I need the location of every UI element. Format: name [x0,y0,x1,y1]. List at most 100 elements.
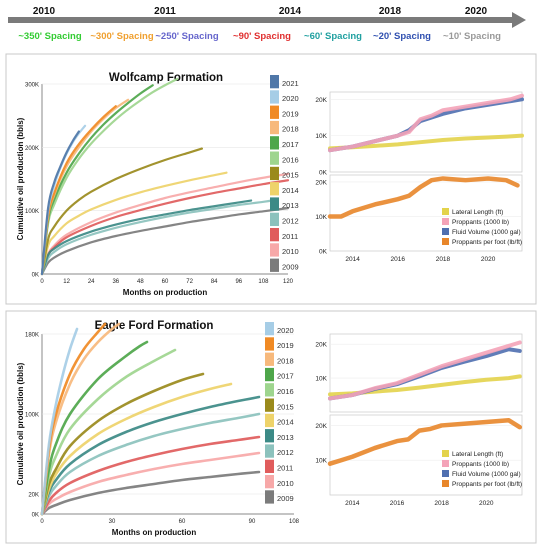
x-tick-label: 2020 [481,256,496,263]
x-tick-label: 90 [249,519,256,525]
x-tick-label: 60 [162,279,169,285]
timeline-arrow-shaft [8,17,514,23]
y-tick-label: 10K [315,376,327,383]
x-tick-label: 12 [63,279,70,285]
legend-label: 2019 [277,341,294,350]
spacing-label: ~250' Spacing [155,31,218,42]
x-tick-label: 36 [112,279,119,285]
y-tick-label: 20K [315,97,327,104]
x-tick-label: 2018 [436,256,451,263]
legend-swatch-2018 [270,120,279,135]
legend-label: 2017 [282,140,299,149]
legend-label: 2012 [282,217,299,226]
legend-label: 2021 [282,79,299,88]
y-tick-label: 10K [315,458,327,465]
chart-title: Eagle Ford Formation [95,320,214,332]
series-line-2017 [40,84,154,276]
legend-swatch-2016 [265,383,274,397]
legend-label: Lateral Length (ft) [452,451,503,458]
series-line-2009 [40,470,261,516]
legend-swatch [442,480,449,487]
legend-swatch [442,470,449,477]
legend-swatch-2020 [270,90,279,104]
wolfcamp-trend-chart: 0K 10K 20K 0K 10K 20K 2014 2016 2018 2020 Lateral … [315,91,524,263]
spacing-label: ~350' Spacing [18,31,81,42]
legend-label: Proppants per foot (lb/ft) [452,481,522,488]
legend-swatch-2014 [270,182,279,196]
legend-label: 2018 [277,356,294,365]
legend-swatch-2012 [265,444,274,458]
legend-label: 2014 [277,418,294,427]
spacing-label: ~90' Spacing [233,31,291,42]
legend-label: Fluid Volume (1000 gal) [452,471,521,478]
series-line-2013 [40,199,253,276]
x-axis-label: Months on production [123,288,208,297]
y-tick-label: 0K [319,249,328,256]
timeline-year: 2020 [465,6,488,17]
series-line-2016 [40,77,179,276]
x-tick-label: 0 [40,279,44,285]
eagleford-trend-chart: 10K 20K 10K 20K 2014 2016 2018 2020 Lateral Leng… [315,333,523,507]
y-tick-label: 0K [319,170,328,177]
legend-swatch [442,450,449,457]
legend-label: 2012 [277,448,294,457]
x-tick-label: 108 [258,279,269,285]
y-tick-label: 200K [25,146,39,152]
legend-swatch [442,218,449,225]
y-tick-label: 20K [28,493,39,499]
legend-swatch-2019 [265,337,274,351]
x-tick-label: 2014 [345,500,360,507]
series-line-2017 [40,340,149,516]
series-line-2013 [40,395,261,516]
timeline-arrow-head [512,12,526,28]
legend-label: 2010 [282,247,299,256]
legend-swatch [442,460,449,467]
y-axis-label: Cumulative oil production (bbls) [16,117,25,240]
trend-band [327,417,523,466]
timeline-header: 2010 2011 2014 2018 2020 ~350' Spacing ~300' S… [8,6,526,42]
legend-label: Lateral Length (ft) [452,209,503,216]
spacing-label: ~300' Spacing [90,31,153,42]
series-line-2015 [40,147,203,276]
legend-label: 2009 [277,494,294,503]
legend-label: 2018 [282,125,299,134]
legend-label: 2020 [277,326,294,335]
legend-label: 2014 [282,186,299,195]
legend-label: 2020 [282,94,299,103]
legend-swatch-2009 [270,258,279,272]
legend-label: 2015 [282,171,299,180]
x-tick-label: 2016 [390,500,405,507]
y-tick-label: 20K [315,179,327,186]
series-line-2014 [40,171,228,276]
series-line-2021 [40,130,80,276]
legend-swatch [442,238,449,245]
trend-band [328,133,524,151]
legend-swatch-2011 [265,459,274,473]
legend-label: 2013 [282,201,299,210]
y-tick-label: 180K [25,333,39,339]
legend-swatch-2016 [270,151,279,165]
legend-label: 2016 [277,387,294,396]
x-tick-label: 60 [179,519,186,525]
x-tick-label: 108 [289,519,300,525]
legend-swatch-2018 [265,352,274,366]
series-line-2015 [40,372,205,516]
lower-panel-frame [329,174,523,252]
legend-label: Proppants per foot (lb/ft) [452,239,522,246]
x-tick-label: 2016 [391,256,406,263]
wolfcamp-frame [5,53,537,305]
y-tick-label: 20K [315,423,327,430]
x-axis-label: Months on production [112,528,197,537]
legend-swatch-2021 [270,75,279,89]
chart-title: Wolfcamp Formation [109,72,223,84]
x-tick-label: 0 [40,519,44,525]
x-tick-label: 30 [109,519,116,525]
legend-swatch-2020 [265,322,274,336]
legend-swatch-2015 [270,166,279,181]
legend-label: 2009 [282,262,299,271]
legend-label: 2013 [277,433,294,442]
legend-swatch-2013 [270,197,279,211]
legend-label: 2016 [282,155,299,164]
trend-band [328,93,524,153]
